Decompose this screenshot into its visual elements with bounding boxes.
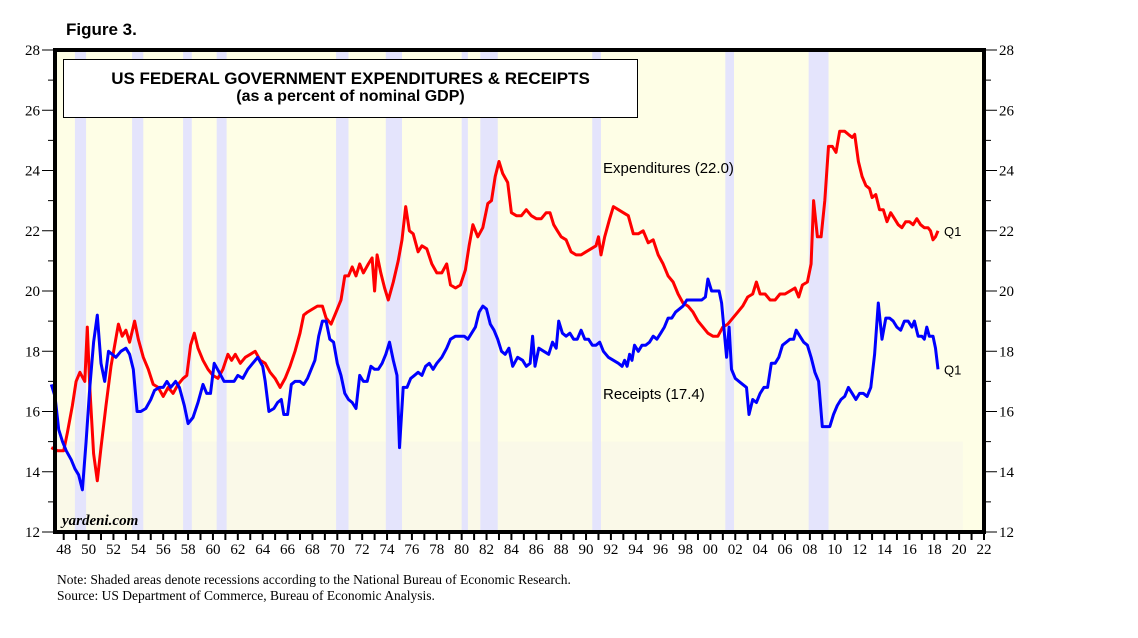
- x-tick-label: 82: [479, 542, 494, 558]
- x-tick-label: 74: [380, 542, 396, 558]
- source-text: Source: US Department of Commerce, Burea…: [57, 588, 435, 603]
- x-tick-label: 62: [230, 542, 245, 558]
- x-tick-label: 02: [728, 542, 743, 558]
- y-tick-label: 24: [999, 164, 1015, 180]
- y-axis-right: 12 14 16 18 20 22 24 26 28: [984, 43, 1015, 541]
- x-tick-label: 22: [977, 542, 992, 558]
- x-tick-label: 90: [579, 542, 594, 558]
- x-tick-label: 16: [902, 542, 918, 558]
- x-tick-label: 50: [81, 542, 96, 558]
- x-axis: 48 50 52 54 56 58 60 62 64 66 68 70 72 74 76 78 80 82 84 86…: [56, 532, 992, 558]
- recession-band: [74, 50, 87, 532]
- y-tick-label: 20: [25, 284, 40, 300]
- x-tick-label: 00: [703, 542, 718, 558]
- recession-band: [808, 50, 829, 532]
- x-tick-label: 72: [355, 542, 370, 558]
- chart-subtitle: (as a percent of nominal GDP): [236, 88, 465, 105]
- x-tick-label: 94: [628, 542, 644, 558]
- expenditures-label: Expenditures (22.0): [603, 160, 734, 177]
- x-tick-label: 98: [678, 542, 693, 558]
- y-tick-label: 24: [25, 164, 41, 180]
- x-tick-label: 80: [454, 542, 469, 558]
- recession-band: [183, 50, 192, 532]
- y-tick-label: 12: [999, 525, 1014, 541]
- recession-band: [132, 50, 144, 532]
- y-tick-label: 12: [25, 525, 40, 541]
- recession-band: [216, 50, 227, 532]
- x-tick-label: 96: [653, 542, 669, 558]
- x-tick-label: 66: [280, 542, 296, 558]
- y-tick-label: 22: [25, 224, 40, 240]
- chart-title-box: US FEDERAL GOVERNMENT EXPENDITURES & REC…: [63, 59, 638, 118]
- note-text: Note: Shaded areas denote recessions acc…: [57, 572, 571, 587]
- recession-band: [480, 50, 498, 532]
- plot-frame: [53, 48, 986, 534]
- y-tick-label: 18: [999, 344, 1014, 360]
- y-tick-label: 26: [999, 103, 1015, 119]
- x-tick-label: 92: [603, 542, 618, 558]
- figure-label: Figure 3.: [66, 20, 137, 39]
- x-tick-label: 76: [404, 542, 420, 558]
- x-tick-label: 70: [330, 542, 345, 558]
- x-tick-label: 14: [877, 542, 893, 558]
- x-tick-label: 56: [156, 542, 172, 558]
- receipts-label: Receipts (17.4): [603, 386, 705, 403]
- y-tick-label: 16: [25, 405, 41, 421]
- x-tick-label: 58: [181, 542, 196, 558]
- y-tick-label: 14: [25, 465, 41, 481]
- recession-bands: [55, 50, 963, 532]
- watermark: yardeni.com: [60, 513, 138, 529]
- expenditures-line: [50, 129, 940, 483]
- x-tick-label: 86: [529, 542, 545, 558]
- x-tick-label: 04: [753, 542, 769, 558]
- x-tick-label: 06: [778, 542, 794, 558]
- y-tick-label: 26: [25, 103, 41, 119]
- y-tick-label: 22: [999, 224, 1014, 240]
- y-tick-label: 14: [999, 465, 1015, 481]
- receipts-line: [49, 277, 940, 492]
- x-tick-label: 54: [131, 542, 147, 558]
- x-tick-label: 78: [429, 542, 444, 558]
- y-tick-label: 18: [25, 344, 40, 360]
- x-tick-label: 20: [952, 542, 967, 558]
- x-tick-label: 68: [305, 542, 320, 558]
- y-tick-label: 28: [25, 43, 40, 59]
- x-tick-label: 84: [504, 542, 520, 558]
- x-tick-label: 12: [852, 542, 867, 558]
- chart-title: US FEDERAL GOVERNMENT EXPENDITURES & REC…: [111, 69, 590, 88]
- expenditures-q1-label: Q1: [944, 224, 961, 239]
- series-lines: [49, 129, 940, 492]
- y-tick-label: 20: [999, 284, 1014, 300]
- x-tick-label: 60: [205, 542, 220, 558]
- x-tick-label: 52: [106, 542, 121, 558]
- recession-band: [385, 50, 402, 532]
- x-tick-label: 18: [927, 542, 942, 558]
- x-tick-label: 48: [56, 542, 71, 558]
- x-tick-label: 08: [802, 542, 817, 558]
- x-tick-label: 88: [554, 542, 569, 558]
- recession-band: [725, 50, 735, 532]
- x-tick-label: 64: [255, 542, 271, 558]
- y-axis-left: 12 14 16 18 20 22 24 26 28: [25, 43, 55, 541]
- y-tick-label: 28: [999, 43, 1014, 59]
- x-tick-label: 10: [827, 542, 842, 558]
- receipts-q1-label: Q1: [944, 362, 961, 377]
- y-tick-label: 16: [999, 405, 1015, 421]
- recession-band: [592, 50, 601, 532]
- recession-band: [461, 50, 468, 532]
